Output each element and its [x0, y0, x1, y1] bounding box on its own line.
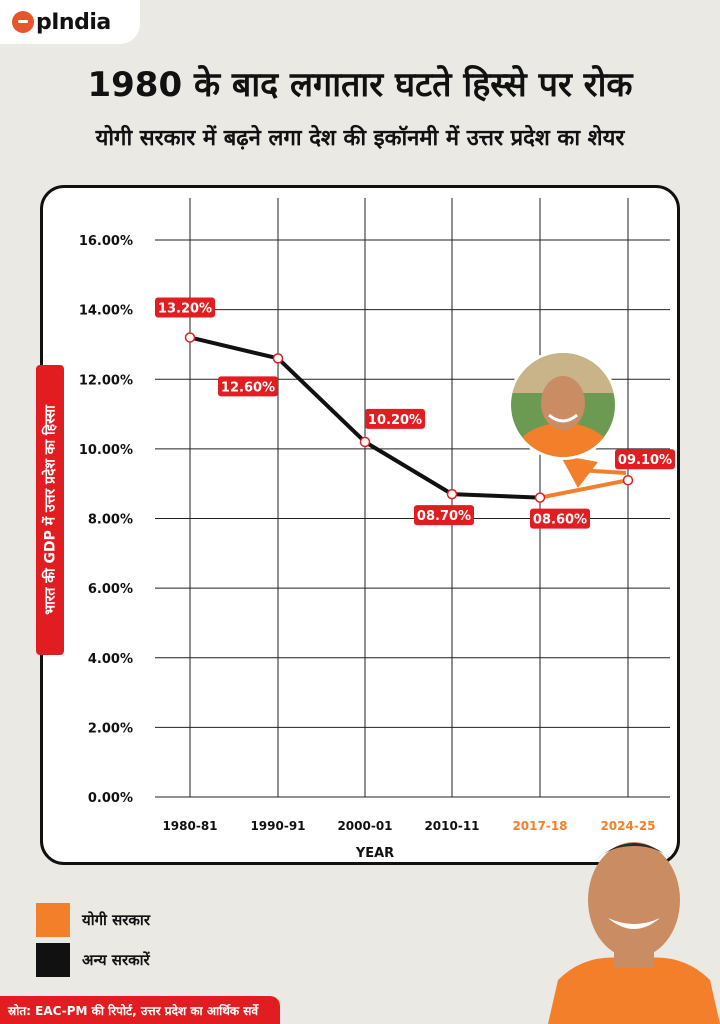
series-line-segment — [538, 478, 630, 500]
y-tick-label: 10.00% — [79, 443, 133, 458]
y-tick-label: 6.00% — [88, 582, 133, 597]
x-tick-label: 2000-01 — [337, 819, 392, 833]
series-line-segment — [363, 439, 454, 497]
y-axis-label: भारत की GDP में उत्तर प्रदेश का हिस्सा — [42, 405, 59, 615]
data-point — [622, 474, 634, 486]
data-label: 12.60% — [221, 380, 275, 395]
series-line-segment — [188, 335, 280, 361]
data-point — [184, 332, 196, 343]
logo-text: pIndia — [36, 9, 111, 35]
series-line-segment — [276, 356, 367, 444]
data-label-box — [218, 376, 278, 397]
data-point — [534, 492, 546, 503]
x-tick-label: 1990-91 — [250, 819, 305, 833]
legend-swatch-black — [36, 943, 70, 977]
data-point — [272, 353, 284, 364]
page-title: 1980 के बाद लगातार घटते हिस्से पर रोक — [87, 65, 633, 105]
x-tick-label: 2010-11 — [424, 819, 479, 833]
legend-item-others: अन्य सरकारें — [36, 943, 150, 977]
data-label-box — [530, 508, 590, 529]
legend-swatch-orange — [36, 903, 70, 937]
data-label-box — [414, 505, 474, 526]
legend-label: अन्य सरकारें — [82, 951, 150, 969]
x-tick-label: 2024-25 — [600, 819, 655, 833]
y-tick-label: 12.00% — [79, 373, 133, 388]
data-label: 10.20% — [368, 413, 422, 428]
y-tick-label: 8.00% — [88, 513, 133, 528]
series-line-segment — [450, 492, 542, 500]
data-label-box — [155, 297, 215, 318]
data-label: 08.70% — [417, 509, 471, 524]
brand-logo: pIndia — [0, 0, 140, 44]
leader-photo-small — [508, 350, 618, 460]
x-tick-label: 1980-81 — [162, 819, 217, 833]
y-tick-label: 2.00% — [88, 721, 133, 736]
page-subtitle: योगी सरकार में बढ़ने लगा देश की इकॉनमी म… — [95, 126, 625, 151]
data-point — [359, 436, 371, 448]
legend-item-yogi: योगी सरकार — [36, 903, 150, 937]
legend-label: योगी सरकार — [82, 911, 150, 929]
data-point — [446, 488, 458, 500]
logo-speech-icon — [12, 11, 34, 33]
y-tick-label: 16.00% — [79, 234, 133, 249]
y-tick-label: 0.00% — [88, 791, 133, 806]
x-tick-label: 2017-18 — [512, 819, 567, 833]
y-axis-label-box — [36, 365, 64, 655]
y-tick-label: 14.00% — [79, 304, 133, 319]
x-axis-label: YEAR — [355, 846, 394, 861]
data-label: 13.20% — [158, 301, 212, 316]
data-label: 08.60% — [533, 513, 587, 528]
data-label: 09.10% — [618, 453, 672, 468]
source-note: स्रोत: EAC-PM की रिपोर्ट, उत्तर प्रदेश क… — [0, 996, 280, 1024]
data-label-box — [365, 408, 425, 429]
leader-photo-large — [548, 830, 720, 1024]
y-tick-label: 4.00% — [88, 652, 133, 667]
data-label-box — [615, 449, 675, 470]
callout-arrow-stem — [577, 468, 627, 475]
